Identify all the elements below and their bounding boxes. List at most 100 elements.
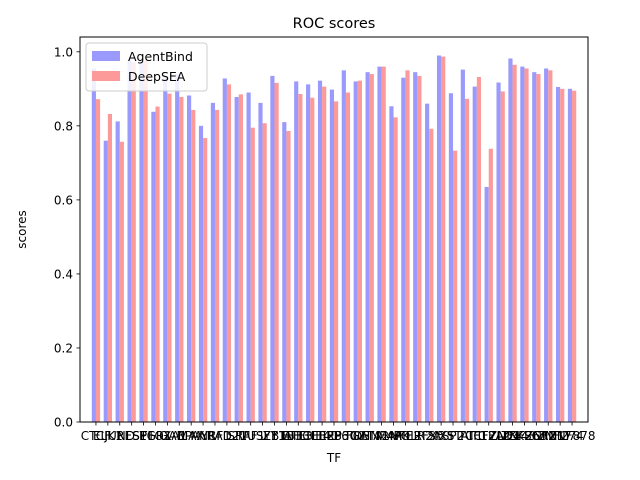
- y-tick-label: 1.0: [54, 45, 73, 59]
- x-tick-label: ELK1: [93, 429, 123, 443]
- x-tick-label: HNF4A: [361, 429, 403, 443]
- x-tick-label: ZKSCAN1: [508, 429, 565, 443]
- chart-title: ROC scores: [293, 16, 376, 32]
- bar-deepsea-myc: [203, 138, 208, 422]
- bars-layer: [91, 55, 577, 423]
- x-tick-label: ATF3: [284, 429, 313, 443]
- x-tick-label: USF1: [247, 429, 278, 443]
- bar-agentbind-yy1: [270, 75, 275, 423]
- bar-deepsea-foxa1: [167, 93, 172, 422]
- bar-agentbind-znf143: [508, 58, 513, 422]
- x-tick-label: SRF: [227, 429, 250, 443]
- bar-agentbind-mafk: [389, 106, 394, 422]
- x-tick-label: GABPA: [159, 429, 200, 443]
- bar-agentbind-rfx5: [425, 103, 430, 422]
- bar-deepsea-jund: [119, 141, 124, 422]
- x-tick-label: CEBPB: [302, 429, 342, 443]
- x-tick-label: SP2: [442, 429, 465, 443]
- x-tick-label: NRF1: [199, 429, 231, 443]
- x-ticks: CTCFELK1JUNDRESTSP1EGR1FOXA1GABPAMAXMYCN…: [81, 422, 596, 443]
- bar-deepsea-mafk: [393, 117, 398, 422]
- x-tick-label: EP300: [327, 429, 365, 443]
- x-tick-label: SIX5: [428, 429, 455, 443]
- bar-deepsea-znf263: [524, 68, 529, 422]
- bar-deepsea-tcf12: [476, 76, 481, 422]
- bar-deepsea-polr2a: [417, 75, 422, 423]
- x-tick-label: MAFK: [377, 429, 411, 443]
- bar-agentbind-sp2: [448, 93, 454, 423]
- x-tick-label: STAT1: [447, 429, 483, 443]
- bar-deepsea-max: [191, 109, 196, 423]
- bar-agentbind-znf878: [567, 88, 573, 422]
- bar-agentbind-zkscan1: [532, 72, 537, 423]
- bar-deepsea-rfx5: [429, 128, 434, 422]
- x-tick-label: ZNF263: [501, 429, 548, 443]
- bar-agentbind-hnf4a: [377, 66, 382, 423]
- bar-agentbind-znf263: [520, 66, 525, 423]
- bar-deepsea-gabpa: [179, 96, 184, 422]
- bar-deepsea-zbtb33: [286, 131, 291, 422]
- x-tick-label: NFE2: [390, 429, 421, 443]
- legend-label-deepsea: DeepSEA: [128, 69, 186, 84]
- bar-deepsea-e2f6: [334, 101, 339, 422]
- y-tick-label: 0.8: [54, 119, 73, 133]
- bar-agentbind-elk1: [103, 140, 108, 422]
- x-tick-label: BHLHE40: [282, 429, 338, 443]
- x-tick-label: RAD21: [207, 429, 248, 443]
- legend: AgentBind DeepSEA: [85, 42, 208, 92]
- bar-agentbind-rad21: [222, 78, 227, 423]
- x-tick-label: RFX5: [414, 429, 445, 443]
- bar-deepsea-gata2: [369, 74, 374, 423]
- bar-agentbind-zbtb33: [282, 122, 287, 422]
- bar-deepsea-zkscan1: [536, 74, 541, 423]
- bar-agentbind-gabpa: [175, 74, 180, 423]
- bar-agentbind-nrf1: [210, 102, 215, 422]
- y-axis-label: scores: [15, 210, 29, 249]
- bar-deepsea-six5: [441, 56, 446, 423]
- bar-deepsea-stat1: [464, 98, 470, 422]
- bar-deepsea-egr1: [155, 106, 160, 422]
- x-tick-label: ZNF878: [549, 429, 596, 443]
- bar-agentbind-nfe2: [401, 77, 406, 422]
- x-tick-label: CTCF: [81, 429, 111, 443]
- bar-deepsea-cebpb: [322, 86, 327, 423]
- bar-agentbind-six5: [436, 55, 442, 422]
- bar-agentbind-tcf7l2: [484, 186, 489, 422]
- bar-agentbind-stat1: [460, 69, 465, 422]
- bar-agentbind-max: [187, 95, 192, 423]
- bar-deepsea-ctcf: [95, 99, 101, 422]
- bar-agentbind-tead4: [496, 82, 501, 422]
- bar-agentbind-jund: [115, 121, 120, 423]
- bar-deepsea-znf274: [560, 88, 565, 422]
- axes-frame: [79, 36, 589, 423]
- bar-agentbind-polr2a: [413, 72, 418, 423]
- x-tick-label: TCF12: [457, 429, 495, 443]
- bar-agentbind-tcf12: [472, 86, 477, 423]
- bar-agentbind-myc: [198, 125, 204, 422]
- bar-deepsea-tcf7l2: [488, 148, 493, 423]
- bar-agentbind-sp1: [139, 58, 144, 422]
- bar-agentbind-rest: [127, 59, 132, 423]
- x-tick-label: JUND: [103, 429, 135, 443]
- bar-agentbind-cebpb: [317, 80, 323, 423]
- bar-deepsea-fos: [357, 80, 362, 423]
- y-tick-label: 0.6: [54, 193, 73, 207]
- bar-deepsea-sp1: [143, 60, 148, 422]
- bar-deepsea-znf217: [548, 70, 553, 422]
- bar-agentbind-egr1: [151, 111, 156, 422]
- bar-agentbind-foxa1: [163, 76, 168, 422]
- bar-deepsea-atf3: [298, 94, 303, 422]
- bar-agentbind-ctcf: [91, 68, 96, 422]
- x-tick-label: FOXA1: [148, 429, 188, 443]
- bar-agentbind-znf217: [544, 68, 549, 422]
- legend-swatch-deepsea: [92, 71, 120, 81]
- x-tick-label: REST: [116, 429, 148, 443]
- y-tick-label: 0.4: [54, 267, 73, 281]
- bar-deepsea-znf878: [572, 90, 577, 423]
- bar-agentbind-e2f6: [329, 89, 334, 422]
- x-tick-label: MAX: [178, 429, 205, 443]
- y-ticks: 0.0 0.2 0.4 0.6 0.8 1.0: [54, 45, 80, 430]
- bar-deepsea-yy1: [274, 82, 279, 423]
- bar-deepsea-nfe2: [405, 70, 410, 422]
